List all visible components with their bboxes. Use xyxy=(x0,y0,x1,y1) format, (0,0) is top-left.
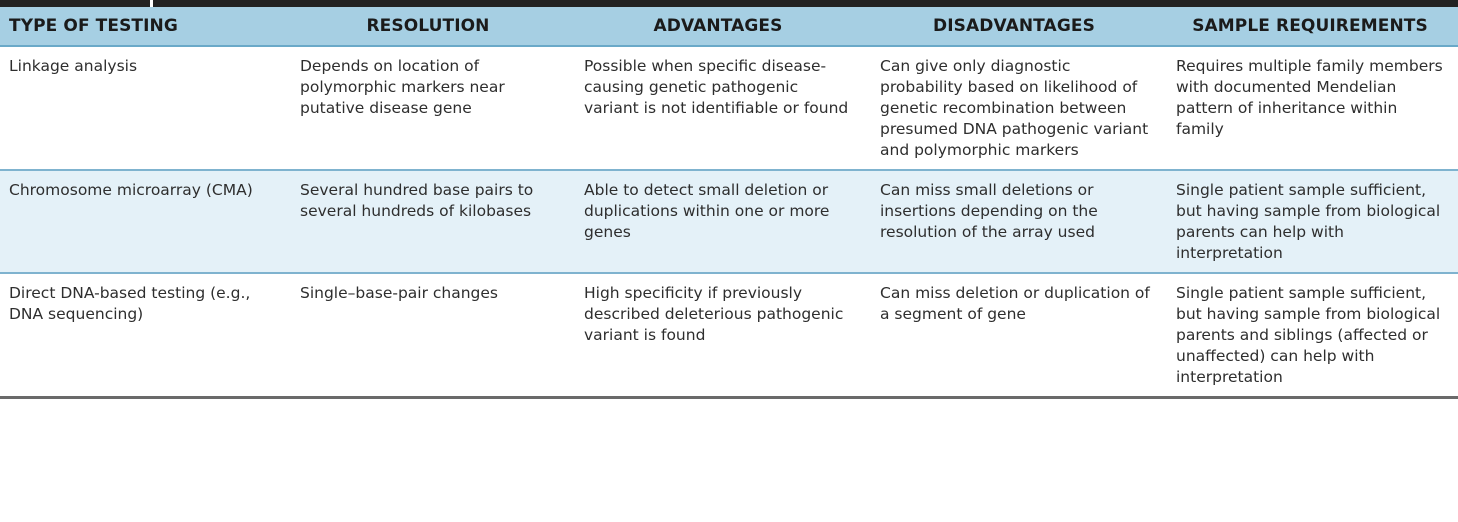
header-advantages: ADVANTAGES xyxy=(570,7,866,47)
cell-disadvantages-text: Can miss deletion or duplication of a se… xyxy=(880,284,1150,323)
table-header: TYPE OF TESTING RESOLUTION ADVANTAGES DI… xyxy=(0,7,1458,47)
header-type-of-testing: TYPE OF TESTING xyxy=(0,7,286,47)
cell-resolution: Single–base-pair changes xyxy=(286,272,570,399)
table-row: Direct DNA-based testing (e.g., DNA sequ… xyxy=(0,272,1458,399)
header-resolution: RESOLUTION xyxy=(286,7,570,47)
cell-disadvantages-text: Can miss small deletions or insertions d… xyxy=(880,181,1098,241)
cell-sample-text: Single patient sample sufficient, but ha… xyxy=(1176,181,1441,262)
cell-advantages-text: Possible when specific disease-causing g… xyxy=(584,57,849,117)
table-row: Linkage analysis Depends on location of … xyxy=(0,46,1458,170)
cell-sample: Single patient sample sufficient, but ha… xyxy=(1162,169,1458,273)
cell-advantages: Able to detect small deletion or duplica… xyxy=(570,169,866,273)
header-sample-requirements: SAMPLE REQUIREMENTS xyxy=(1162,7,1458,47)
cell-type-text: Chromosome microarray (CMA) xyxy=(9,181,253,199)
cell-sample-text: Single patient sample sufficient, but ha… xyxy=(1176,284,1441,386)
cell-disadvantages-text: Can give only diagnostic probability bas… xyxy=(880,57,1149,159)
cell-sample-text: Requires multiple family members with do… xyxy=(1176,57,1443,138)
cell-disadvantages: Can give only diagnostic probability bas… xyxy=(866,46,1162,170)
header-row: TYPE OF TESTING RESOLUTION ADVANTAGES DI… xyxy=(0,7,1458,47)
cell-resolution-text: Depends on location of polymorphic marke… xyxy=(300,57,505,117)
cell-sample: Requires multiple family members with do… xyxy=(1162,46,1458,170)
table-row: Chromosome microarray (CMA) Several hund… xyxy=(0,169,1458,273)
top-rule-notch xyxy=(150,0,153,7)
cell-disadvantages: Can miss small deletions or insertions d… xyxy=(866,169,1162,273)
genetic-testing-table: TYPE OF TESTING RESOLUTION ADVANTAGES DI… xyxy=(0,7,1458,399)
cell-type: Chromosome microarray (CMA) xyxy=(0,169,286,273)
cell-advantages: Possible when specific disease-causing g… xyxy=(570,46,866,170)
cell-advantages: High specificity if previously described… xyxy=(570,272,866,399)
cell-resolution-text: Several hundred base pairs to several hu… xyxy=(300,181,534,220)
cell-resolution: Several hundred base pairs to several hu… xyxy=(286,169,570,273)
cell-advantages-text: Able to detect small deletion or duplica… xyxy=(584,181,830,241)
cell-type: Linkage analysis xyxy=(0,46,286,170)
cell-resolution-text: Single–base-pair changes xyxy=(300,284,499,302)
cell-disadvantages: Can miss deletion or duplication of a se… xyxy=(866,272,1162,399)
cell-type-text: Linkage analysis xyxy=(9,57,138,75)
cell-resolution: Depends on location of polymorphic marke… xyxy=(286,46,570,170)
top-rule xyxy=(0,0,1458,7)
table-body: Linkage analysis Depends on location of … xyxy=(0,46,1458,399)
cell-advantages-text: High specificity if previously described… xyxy=(584,284,844,344)
header-disadvantages: DISADVANTAGES xyxy=(866,7,1162,47)
cell-sample: Single patient sample sufficient, but ha… xyxy=(1162,272,1458,399)
cell-type: Direct DNA-based testing (e.g., DNA sequ… xyxy=(0,272,286,399)
cell-type-text: Direct DNA-based testing (e.g., DNA sequ… xyxy=(9,284,251,323)
